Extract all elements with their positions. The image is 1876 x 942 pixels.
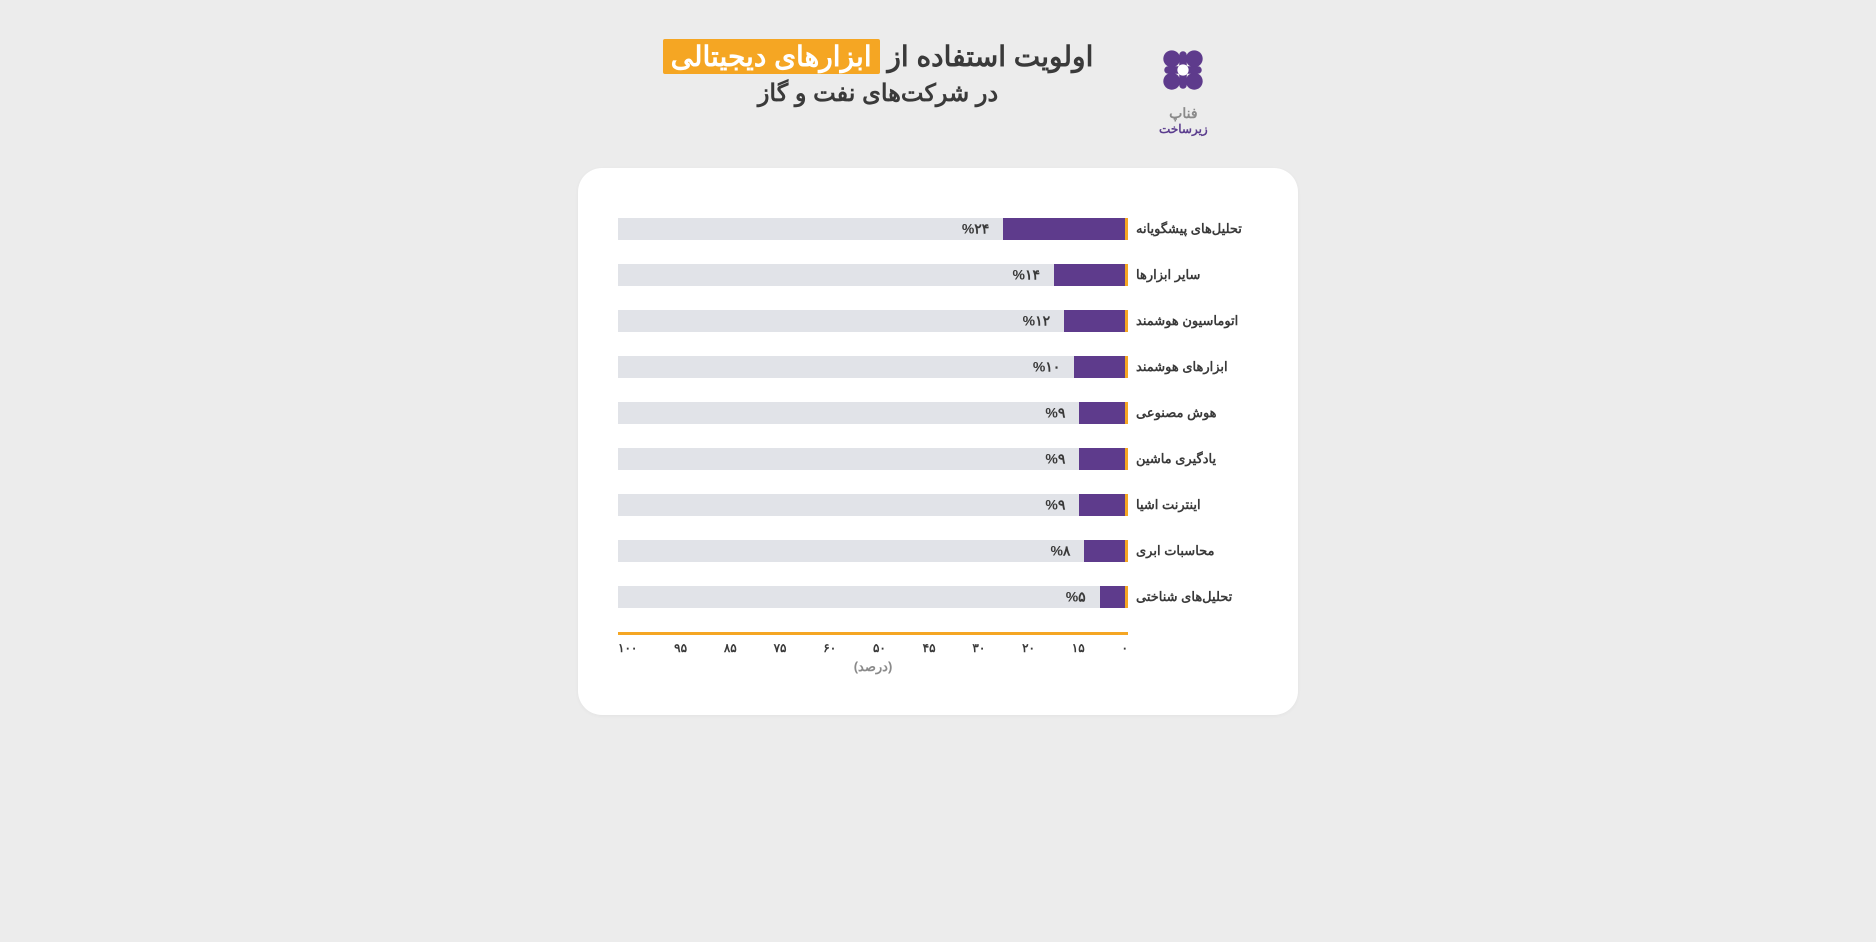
logo-line2: زیرساخت xyxy=(1159,122,1208,138)
bar-label: سایر ابزارها xyxy=(1128,267,1258,283)
logo-line1: فناپ xyxy=(1169,105,1197,121)
bar-track: %۹ xyxy=(618,402,1128,424)
bar-value: %۲۴ xyxy=(962,220,990,237)
bar-track: %۱۴ xyxy=(618,264,1128,286)
bar-row: تحلیل‌های پیشگویانه %۲۴ xyxy=(618,218,1258,240)
bar-fill xyxy=(1084,540,1125,562)
bar-value: %۹ xyxy=(1045,404,1065,421)
logo-icon xyxy=(1153,40,1213,100)
chart-area: تحلیل‌های پیشگویانه %۲۴ سایر ابزارها %۱۴ اتو… xyxy=(618,218,1258,675)
bar-fill xyxy=(1079,494,1125,516)
bar-label: تحلیل‌های شناختی xyxy=(1128,589,1258,605)
chart-card: تحلیل‌های پیشگویانه %۲۴ سایر ابزارها %۱۴ اتو… xyxy=(578,168,1298,715)
bar-label: تحلیل‌های پیشگویانه xyxy=(1128,221,1258,237)
axis-tick: ۳۰ xyxy=(972,641,985,655)
bar-track: %۸ xyxy=(618,540,1128,562)
bar-row: یادگیری ماشین %۹ xyxy=(618,448,1258,470)
bar-value: %۱۲ xyxy=(1023,312,1051,329)
bar-value: %۹ xyxy=(1045,450,1065,467)
axis-tick: ۱۰۰ xyxy=(618,641,637,655)
bar-label: اتوماسیون هوشمند xyxy=(1128,313,1258,329)
axis-tick: ۲۰ xyxy=(1022,641,1035,655)
bar-track: %۱۰ xyxy=(618,356,1128,378)
bar-track: %۹ xyxy=(618,494,1128,516)
bar-label: محاسبات ابری xyxy=(1128,543,1258,559)
bar-value: %۱۰ xyxy=(1033,358,1061,375)
bar-fill xyxy=(1003,218,1125,240)
bar-label: اینترنت اشیا xyxy=(1128,497,1258,513)
bar-row: هوش مصنوعی %۹ xyxy=(618,402,1258,424)
axis-tick: ۷۵ xyxy=(774,641,787,655)
bar-fill xyxy=(1064,310,1125,332)
bar-fill xyxy=(1054,264,1125,286)
bar-track: %۱۲ xyxy=(618,310,1128,332)
bar-fill xyxy=(1079,402,1125,424)
bar-track: %۲۴ xyxy=(618,218,1128,240)
axis-ticks: ۰ ۱۵ ۲۰ ۳۰ ۴۵ ۵۰ ۶۰ ۷۵ ۸۵ ۹۵ ۱۰۰ xyxy=(618,641,1128,655)
logo-text: فناپ زیرساخت xyxy=(1159,104,1208,138)
axis-tick: ۹۵ xyxy=(674,641,687,655)
bar-row: اتوماسیون هوشمند %۱۲ xyxy=(618,310,1258,332)
bar-label: یادگیری ماشین xyxy=(1128,451,1258,467)
bar-label: ابزارهای هوشمند xyxy=(1128,359,1258,375)
axis-tick: ۸۵ xyxy=(724,641,737,655)
bar-value: %۱۴ xyxy=(1013,266,1041,283)
bar-fill xyxy=(1100,586,1125,608)
bar-label: هوش مصنوعی xyxy=(1128,405,1258,421)
bar-track: %۹ xyxy=(618,448,1128,470)
axis-tick: ۱۵ xyxy=(1072,641,1085,655)
bar-row: سایر ابزارها %۱۴ xyxy=(618,264,1258,286)
axis-tick: ۴۵ xyxy=(923,641,936,655)
bar-value: %۸ xyxy=(1050,542,1070,559)
axis-label: (درصد) xyxy=(618,659,1128,675)
bar-track: %۵ xyxy=(618,586,1128,608)
bar-row: اینترنت اشیا %۹ xyxy=(618,494,1258,516)
bar-fill xyxy=(1074,356,1125,378)
bar-value: %۹ xyxy=(1045,496,1065,513)
bar-fill xyxy=(1079,448,1125,470)
bar-row: تحلیل‌های شناختی %۵ xyxy=(618,586,1258,608)
axis-tick: ۵۰ xyxy=(873,641,886,655)
header: فناپ زیرساخت اولویت استفاده از ابزارهای … xyxy=(663,40,1214,138)
axis-track: ۰ ۱۵ ۲۰ ۳۰ ۴۵ ۵۰ ۶۰ ۷۵ ۸۵ ۹۵ ۱۰۰ (درصد) xyxy=(618,632,1128,675)
axis-tick: ۶۰ xyxy=(823,641,836,655)
bar-value: %۵ xyxy=(1066,588,1086,605)
brand-logo: فناپ زیرساخت xyxy=(1153,40,1213,138)
bar-row: ابزارهای هوشمند %۱۰ xyxy=(618,356,1258,378)
bar-row: محاسبات ابری %۸ xyxy=(618,540,1258,562)
title-line-1: اولویت استفاده از ابزارهای دیجیتالی xyxy=(663,40,1094,73)
page-title: اولویت استفاده از ابزارهای دیجیتالی در ش… xyxy=(663,40,1094,108)
axis-tick: ۰ xyxy=(1121,641,1127,655)
title-highlight: ابزارهای دیجیتالی xyxy=(663,39,880,74)
title-line-2: در شرکت‌های نفت و گاز xyxy=(663,79,1094,108)
axis-line xyxy=(618,632,1128,635)
bars-container: تحلیل‌های پیشگویانه %۲۴ سایر ابزارها %۱۴ اتو… xyxy=(618,218,1258,608)
axis-spacer xyxy=(1128,632,1258,675)
x-axis: ۰ ۱۵ ۲۰ ۳۰ ۴۵ ۵۰ ۶۰ ۷۵ ۸۵ ۹۵ ۱۰۰ (درصد) xyxy=(618,632,1258,675)
title-prefix: اولویت استفاده از xyxy=(887,41,1093,72)
